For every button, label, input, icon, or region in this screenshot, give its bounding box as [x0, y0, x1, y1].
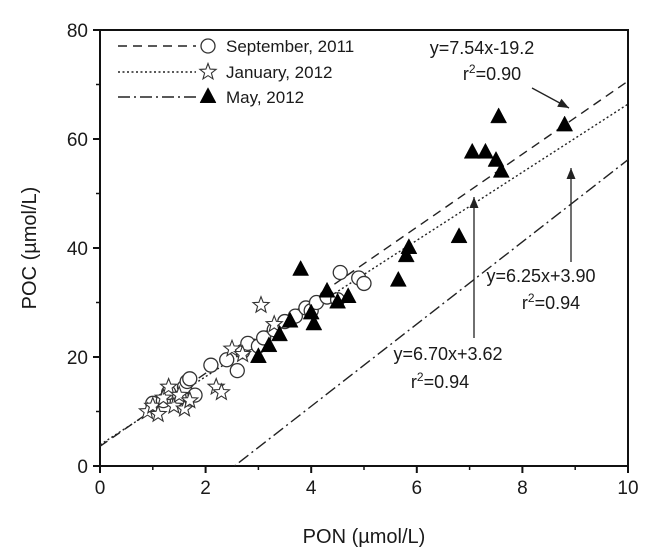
data-point-star-open — [153, 387, 173, 407]
y-axis-ticks: 0 20 40 60 80 — [67, 21, 100, 478]
data-point-triangle-filled — [477, 142, 494, 159]
legend-label-january: January, 2012 — [226, 63, 332, 82]
data-point-star-open — [169, 385, 189, 404]
data-point-triangle-filled — [302, 303, 320, 320]
legend-label-may: May, 2012 — [226, 88, 304, 107]
data-point-triangle-filled — [450, 227, 468, 244]
data-point-star-open — [148, 404, 168, 423]
y-tick-label: 0 — [77, 457, 88, 478]
annotation-may-fit: y=7.54x-19.2 r2=0.90 — [430, 38, 570, 109]
annotation-january-arrow — [566, 168, 576, 262]
data-point-star-open — [233, 344, 253, 363]
legend-marker-may — [199, 87, 217, 103]
x-tick-label: 2 — [200, 478, 211, 499]
data-point-triangle-filled — [389, 270, 407, 287]
data-points — [137, 107, 574, 423]
x-axis-label: PON (µmol/L) — [303, 526, 426, 548]
data-point-circle-open — [229, 362, 245, 379]
data-point-star-open — [164, 396, 184, 415]
data-point-triangle-filled — [487, 150, 505, 167]
annotation-september-equation: y=6.70x+3.62 — [393, 344, 502, 364]
x-tick-label: 0 — [95, 478, 106, 499]
data-point-triangle-filled — [281, 311, 299, 328]
legend-marker-september — [200, 38, 216, 54]
data-point-circle-open — [203, 357, 219, 373]
y-axis-label: POC (µmol/L) — [19, 187, 41, 310]
r2-prefix: r — [411, 372, 417, 392]
r2-superscript: 2 — [528, 291, 535, 305]
legend-entry-may: May, 2012 — [118, 87, 304, 107]
x-axis-ticks: 0 2 4 6 8 10 — [95, 466, 639, 499]
r2-prefix: r — [463, 64, 469, 84]
x-tick-label: 6 — [412, 478, 423, 499]
data-point-triangle-filled — [339, 287, 357, 303]
data-point-circle-open — [332, 264, 348, 281]
axes: 0 2 4 6 8 10 0 20 40 60 80 PON (µmol/L) POC (µmol… — [19, 21, 639, 548]
data-point-triangle-filled — [318, 281, 336, 298]
annotation-september-fit: y=6.70x+3.62 r2=0.94 — [393, 197, 503, 392]
r2-prefix: r — [522, 293, 528, 313]
data-point-triangle-filled — [292, 259, 310, 276]
annotations: y=7.54x-19.2 r2=0.90 y=6.25x+3.90 r2=0.9… — [393, 38, 595, 392]
data-point-triangle-filled — [463, 142, 481, 159]
r2-value: =0.90 — [476, 64, 522, 84]
legend-marker-january — [198, 61, 218, 81]
data-point-circle-open — [182, 371, 198, 387]
y-tick-label: 60 — [67, 130, 88, 151]
r2-value: =0.94 — [424, 372, 470, 392]
legend-marker-shape — [200, 38, 216, 54]
annotation-january-fit: y=6.25x+3.90 r2=0.94 — [486, 168, 596, 313]
annotation-january-equation: y=6.25x+3.90 — [486, 266, 595, 286]
data-point-star-open — [159, 376, 179, 396]
y-tick-label: 80 — [67, 21, 88, 42]
fit-line-dash-dot — [233, 159, 628, 466]
arrow-head — [557, 98, 569, 108]
data-point-circle-open — [219, 352, 235, 368]
data-point-triangle-filled — [271, 325, 288, 342]
x-tick-label: 4 — [306, 478, 317, 499]
data-point-triangle-filled — [400, 238, 418, 254]
data-point-triangle-filled — [492, 161, 510, 178]
data-point-circle-open — [356, 275, 372, 292]
data-point-star-open — [180, 390, 200, 409]
legend-marker-shape — [198, 61, 218, 81]
data-point-triangle-filled — [260, 336, 278, 353]
legend-label-september: September, 2011 — [226, 37, 354, 56]
annotation-may-arrow — [531, 87, 570, 109]
annotation-may-r2: r2=0.90 — [463, 62, 521, 84]
legend-entry-september: September, 2011 — [118, 37, 354, 56]
legend-entry-january: January, 2012 — [118, 61, 332, 82]
data-point-star-open — [211, 382, 231, 401]
data-point-triangle-filled — [397, 246, 415, 263]
y-tick-label: 20 — [67, 348, 88, 369]
data-point-star-open — [264, 314, 284, 333]
annotation-september-arrow — [469, 197, 479, 338]
data-point-triangle-filled — [305, 314, 323, 331]
data-point-triangle-filled — [556, 115, 574, 132]
r2-value: =0.94 — [535, 293, 581, 313]
r2-superscript: 2 — [469, 62, 476, 76]
legend: September, 2011 January, 2012 May, 2012 — [118, 37, 354, 107]
data-point-star-open — [222, 338, 242, 357]
arrow-head — [566, 168, 576, 179]
y-tick-label: 40 — [67, 239, 88, 260]
plot-area — [99, 29, 629, 467]
annotation-january-r2: r2=0.94 — [522, 291, 580, 313]
fit-lines — [100, 80, 628, 466]
data-point-triangle-filled — [490, 107, 508, 124]
annotation-may-equation: y=7.54x-19.2 — [430, 38, 535, 58]
data-point-star-open — [251, 295, 271, 314]
annotation-september-r2: r2=0.94 — [411, 370, 469, 392]
data-point-triangle-filled — [249, 347, 267, 363]
legend-marker-shape — [199, 87, 217, 103]
x-tick-label: 10 — [617, 478, 638, 499]
arrow-head — [469, 197, 479, 208]
x-tick-label: 8 — [517, 478, 528, 499]
r2-superscript: 2 — [417, 370, 424, 384]
